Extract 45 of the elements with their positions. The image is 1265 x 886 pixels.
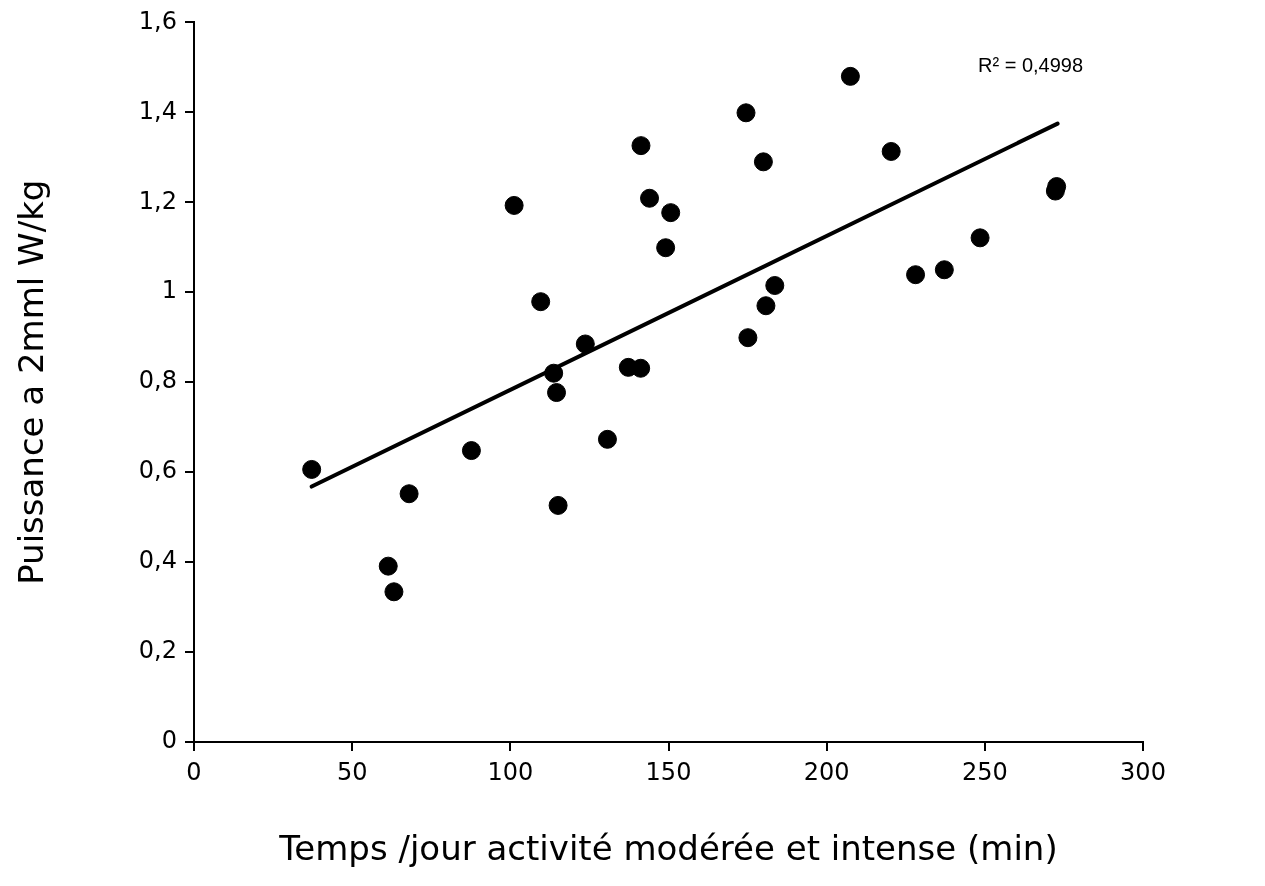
point xyxy=(753,152,773,172)
point xyxy=(597,429,617,449)
point xyxy=(531,292,551,312)
point xyxy=(970,228,990,248)
point xyxy=(765,276,785,295)
point xyxy=(840,66,860,86)
x-tick-label: 0 xyxy=(186,757,202,786)
point xyxy=(575,334,595,354)
point xyxy=(399,484,419,504)
point xyxy=(384,582,404,602)
point xyxy=(736,103,756,123)
y-tick-label: 0,4 xyxy=(138,546,177,575)
y-tick-label: 1,4 xyxy=(138,96,177,125)
point xyxy=(547,383,567,403)
point xyxy=(738,328,758,348)
y-tick-label: 1,2 xyxy=(138,186,177,215)
y-tick-label: 0 xyxy=(161,726,177,755)
y-tick-label: 0,2 xyxy=(138,636,177,665)
x-tick-label: 300 xyxy=(1120,757,1166,786)
y-tick-label: 1 xyxy=(161,276,177,305)
point xyxy=(661,203,681,223)
point xyxy=(302,459,322,479)
x-tick-label: 100 xyxy=(487,757,534,786)
y-tick-label: 0,6 xyxy=(138,456,177,485)
point xyxy=(640,188,660,208)
point xyxy=(656,238,676,258)
y-tick-label: 0,8 xyxy=(138,366,177,395)
x-tick-label: 250 xyxy=(961,757,1008,786)
point xyxy=(378,556,398,576)
point xyxy=(631,358,651,378)
x-axis-title: Temps /jour activité modérée et intense (min) xyxy=(278,828,1058,869)
x-tick-label: 200 xyxy=(803,757,850,786)
point xyxy=(934,260,954,280)
x-tick-label: 150 xyxy=(645,757,692,786)
annotation: R² = 0,4998 xyxy=(978,53,1084,76)
point xyxy=(548,495,568,515)
point xyxy=(756,296,776,316)
y-axis-title: Puissance a 2mml W/kg xyxy=(11,179,52,585)
point xyxy=(881,141,901,161)
point xyxy=(906,265,926,285)
y-tick-label: 1,6 xyxy=(138,6,177,35)
point xyxy=(631,136,651,156)
point xyxy=(504,195,524,215)
point xyxy=(461,441,481,461)
x-tick-label: 50 xyxy=(336,757,368,786)
